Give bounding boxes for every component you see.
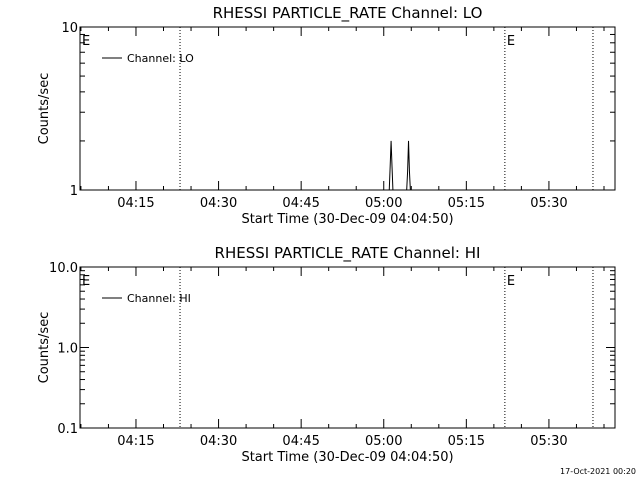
x-tick-label: 04:30 [200,196,237,211]
event-marker-label: E [82,274,90,289]
chart-panel-2: RHESSI PARTICLE_RATE Channel: HI 0.1 1.0 10… [37,244,616,465]
event-marker-label: E [507,34,515,49]
x-tick-label: 05:30 [530,434,567,449]
legend: Channel: HI [102,292,191,305]
y-axis-label: Counts/sec [37,73,52,145]
y-axis-label: Counts/sec [37,312,52,384]
event-marker-label: E [82,34,90,49]
x-axis-label: Start Time (30-Dec-09 04:04:50) [241,450,453,465]
x-tick-label: 05:15 [448,196,485,211]
y-tick-label: 10.0 [49,261,78,276]
y-tick-label: 10 [61,21,78,36]
legend-label: Channel: HI [127,292,191,305]
y-tick-label: 1.0 [57,342,78,357]
x-tick-label: 04:15 [117,434,154,449]
legend: Channel: LO [102,52,194,65]
x-tick-label: 04:15 [117,196,154,211]
legend-label: Channel: LO [127,52,194,65]
y-tick-label: 0.1 [57,422,78,437]
chart-title: RHESSI PARTICLE_RATE Channel: HI [215,244,481,263]
x-axis-label: Start Time (30-Dec-09 04:04:50) [241,212,453,227]
x-tick-label: 05:00 [365,196,402,211]
y-tick-label: 1 [70,184,78,199]
x-tick-label: 05:15 [448,434,485,449]
x-tick-label: 04:45 [282,434,319,449]
footer-timestamp: 17-Oct-2021 00:20 [560,467,636,476]
x-tick-label: 05:30 [530,196,567,211]
x-tick-label: 04:45 [282,196,319,211]
series-line [80,140,615,191]
chart-panel-1: RHESSI PARTICLE_RATE Channel: LO 1 10 04:15… [37,4,616,227]
chart-title: RHESSI PARTICLE_RATE Channel: LO [213,4,483,23]
x-tick-label: 04:30 [200,434,237,449]
event-marker-label: E [507,274,515,289]
x-tick-label: 05:00 [365,434,402,449]
